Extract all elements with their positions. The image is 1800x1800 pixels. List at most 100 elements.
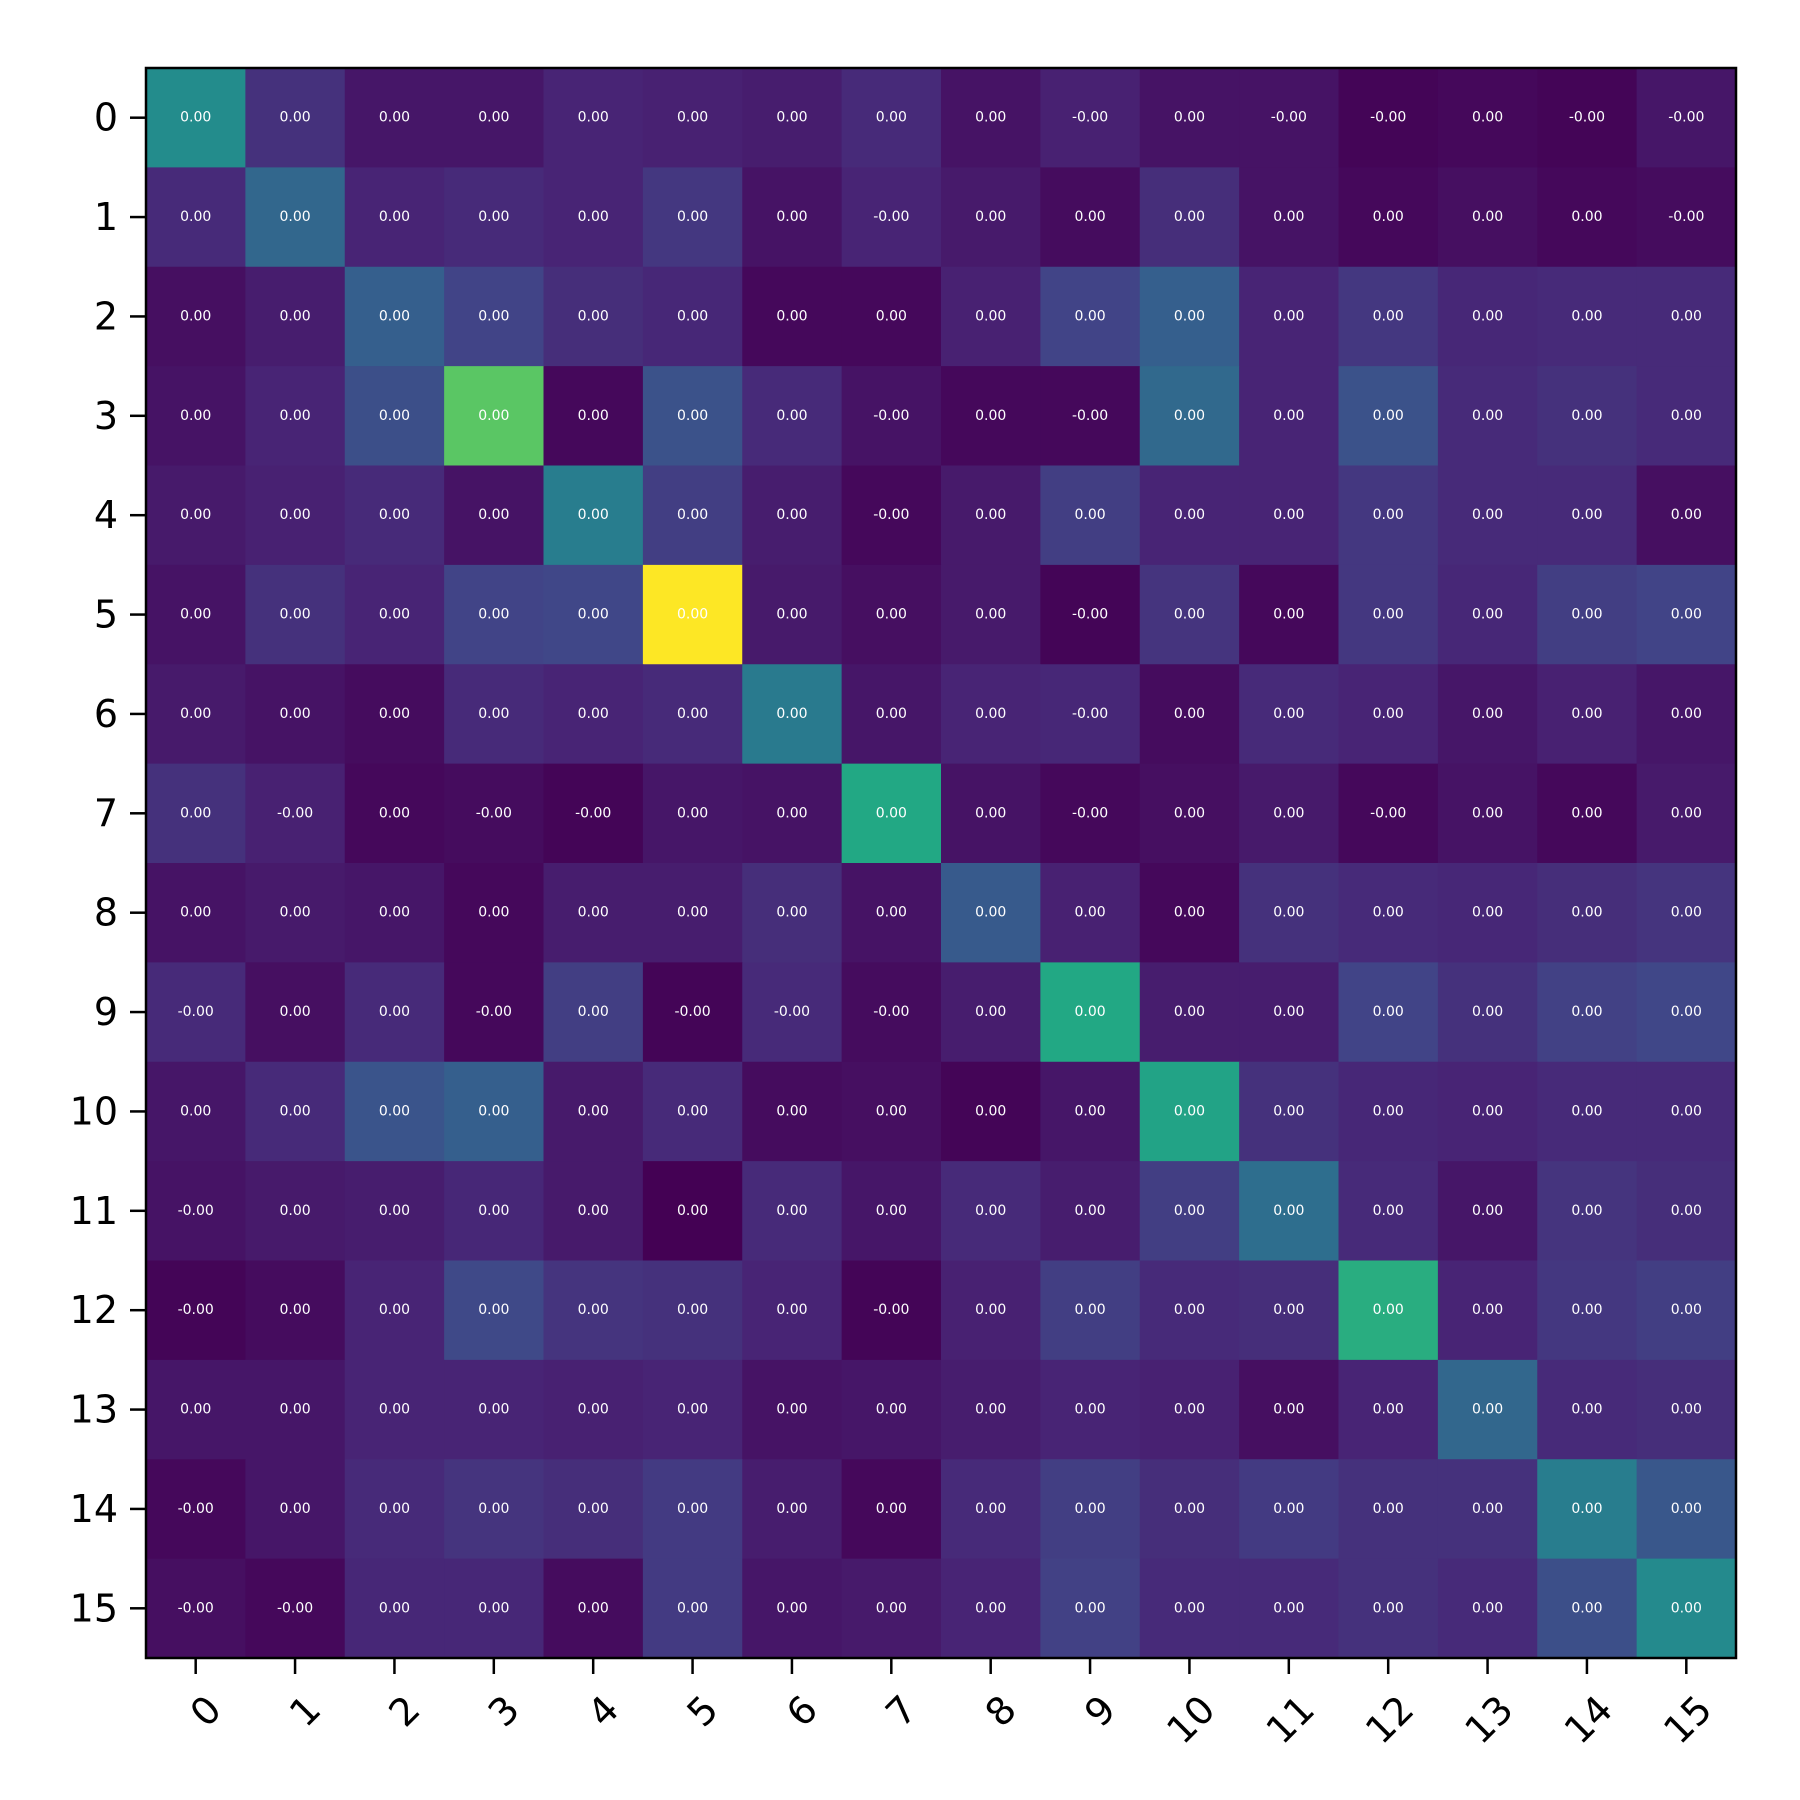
heatmap-cell xyxy=(344,962,445,1063)
cell-value-label: 0.00 xyxy=(1273,1103,1304,1119)
cell-value-label: 0.00 xyxy=(975,209,1006,225)
cell-value-label: 0.00 xyxy=(478,1402,509,1418)
cell-value-label: 0.00 xyxy=(677,1203,708,1219)
heatmap-cell xyxy=(1239,1061,1340,1162)
heatmap-cell xyxy=(1239,465,1340,566)
cell-value-label: 0.00 xyxy=(975,1302,1006,1318)
heatmap-cell xyxy=(642,763,743,864)
heatmap-cell xyxy=(344,366,445,467)
cell-value-label: 0.00 xyxy=(1472,507,1503,523)
heatmap-cell xyxy=(841,1459,942,1560)
cell-value-label: 0.00 xyxy=(1472,110,1503,126)
heatmap-cell xyxy=(1139,266,1240,367)
heatmap-cell xyxy=(742,1558,843,1659)
heatmap-cell xyxy=(1338,863,1439,963)
cell-value-label: 0.00 xyxy=(478,607,509,623)
cell-value-label: 0.00 xyxy=(1273,507,1304,523)
heatmap-cell xyxy=(642,1558,743,1659)
heatmap-cell xyxy=(1636,1260,1737,1361)
heatmap-cell xyxy=(1139,1459,1240,1560)
heatmap-cell xyxy=(444,763,545,864)
cell-value-label: 0.00 xyxy=(1373,507,1404,523)
cell-value-label: 0.00 xyxy=(1273,905,1304,921)
heatmap-cell xyxy=(344,1558,445,1659)
cell-value-label: 0.00 xyxy=(379,706,410,722)
heatmap-cell xyxy=(1537,564,1638,665)
cell-value-label: 0.00 xyxy=(478,209,509,225)
cell-value-label: 0.00 xyxy=(1174,1600,1205,1616)
heatmap-cell xyxy=(742,1061,843,1162)
cell-value-label: 0.00 xyxy=(478,905,509,921)
cell-value-label: 0.00 xyxy=(1273,308,1304,324)
cell-value-label: 0.00 xyxy=(1174,110,1205,126)
heatmap-cell xyxy=(742,1260,843,1361)
cell-value-label: 0.00 xyxy=(1472,1004,1503,1020)
cell-value-label: 0.00 xyxy=(180,209,211,225)
heatmap-cell xyxy=(543,1061,644,1162)
cell-value-label: 0.00 xyxy=(876,1203,907,1219)
cell-value-label: 0.00 xyxy=(1671,507,1702,523)
cell-value-label: -0.00 xyxy=(873,209,909,225)
heatmap-cell xyxy=(1239,1359,1340,1460)
cell-value-label: 0.00 xyxy=(1571,805,1602,821)
heatmap-cell xyxy=(1239,1558,1340,1659)
cell-value-label: 0.00 xyxy=(975,1004,1006,1020)
cell-value-label: 0.00 xyxy=(1571,706,1602,722)
cell-value-label: 0.00 xyxy=(1671,1203,1702,1219)
cell-value-label: 0.00 xyxy=(1273,1600,1304,1616)
cell-value-label: 0.00 xyxy=(876,1402,907,1418)
cell-value-label: 0.00 xyxy=(1174,905,1205,921)
cell-value-label: 0.00 xyxy=(1671,308,1702,324)
heatmap-cell xyxy=(941,1161,1041,1262)
cell-value-label: -0.00 xyxy=(873,1004,909,1020)
heatmap-cell xyxy=(444,266,545,367)
cell-value-label: 0.00 xyxy=(876,905,907,921)
heatmap-cell xyxy=(841,68,942,168)
heatmap-cell xyxy=(1537,863,1638,963)
cell-value-label: 0.00 xyxy=(180,1103,211,1119)
cell-value-label: 0.00 xyxy=(1373,1501,1404,1517)
heatmap-cell xyxy=(1139,366,1240,467)
cell-value-label: 0.00 xyxy=(180,507,211,523)
heatmap-cell xyxy=(1537,266,1638,367)
heatmap-cell xyxy=(941,863,1041,963)
heatmap-cell xyxy=(1040,366,1141,467)
cell-value-label: 0.00 xyxy=(1571,408,1602,424)
heatmap-cell xyxy=(941,564,1041,665)
heatmap-cell xyxy=(1239,1260,1340,1361)
cell-value-label: -0.00 xyxy=(1668,209,1704,225)
cell-value-label: 0.00 xyxy=(1174,1402,1205,1418)
cell-value-label: 0.00 xyxy=(1174,1302,1205,1318)
heatmap-cell xyxy=(444,1459,545,1560)
heatmap-cell xyxy=(941,1260,1041,1361)
heatmap-cell xyxy=(1537,167,1638,268)
y-tick-label: 9 xyxy=(94,990,118,1034)
heatmap-cell xyxy=(1338,962,1439,1063)
y-tick-label: 14 xyxy=(70,1487,118,1531)
cell-value-label: 0.00 xyxy=(578,1402,609,1418)
heatmap-cell-labels: 0.00 0.00 0.00 0.00 0.00 0.00 0.00 0.00 0.00 -0.0… xyxy=(178,110,1705,1617)
cell-value-label: 0.00 xyxy=(776,706,807,722)
cell-value-label: 0.00 xyxy=(1472,706,1503,722)
cell-value-label: -0.00 xyxy=(1072,805,1108,821)
heatmap-cell xyxy=(1040,68,1141,168)
y-tick-label: 11 xyxy=(70,1189,118,1233)
heatmap-cell xyxy=(1338,68,1439,168)
heatmap-cell xyxy=(841,1558,942,1659)
cell-value-label: 0.00 xyxy=(1571,1302,1602,1318)
heatmap-cell xyxy=(642,68,743,168)
heatmap-cell xyxy=(245,266,346,367)
cell-value-label: 0.00 xyxy=(1273,408,1304,424)
cell-value-label: 0.00 xyxy=(1074,905,1105,921)
heatmap-cell xyxy=(1338,167,1439,268)
cell-value-label: 0.00 xyxy=(1174,209,1205,225)
heatmap-cell xyxy=(841,465,942,566)
cell-value-label: 0.00 xyxy=(876,1501,907,1517)
heatmap-cell xyxy=(146,1161,246,1262)
heatmap-cell xyxy=(543,763,644,864)
heatmap-cell xyxy=(841,664,942,765)
heatmap-cell xyxy=(841,763,942,864)
heatmap-cell xyxy=(1437,1161,1538,1262)
cell-value-label: 0.00 xyxy=(1671,408,1702,424)
